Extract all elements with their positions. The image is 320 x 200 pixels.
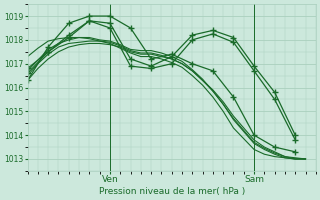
X-axis label: Pression niveau de la mer( hPa ): Pression niveau de la mer( hPa )	[99, 187, 245, 196]
